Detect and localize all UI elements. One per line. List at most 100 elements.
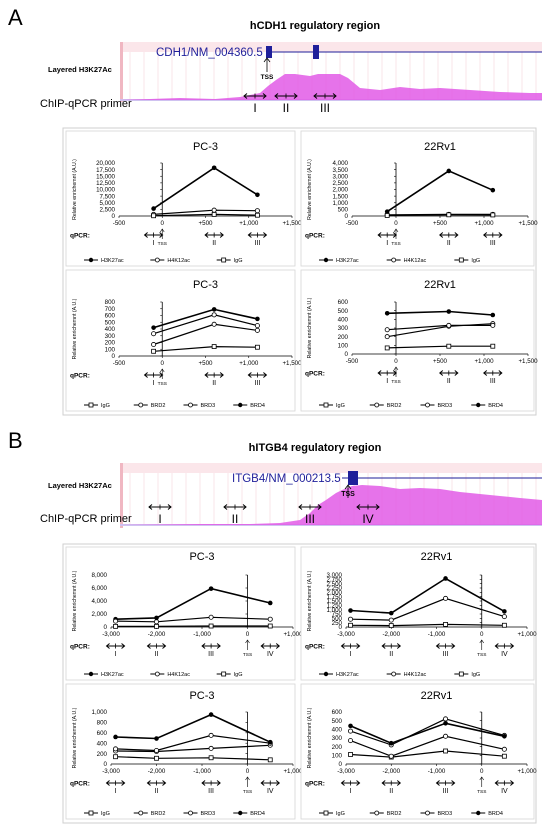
primer-arrow-head [223, 504, 228, 510]
legend-entry: IgG [84, 810, 110, 817]
data-point [113, 623, 118, 629]
primer-arrow-head [274, 93, 279, 99]
data-point [388, 617, 394, 623]
data-point [348, 608, 353, 613]
y-tick-label: 10,000 [96, 187, 115, 194]
legend-label: IgG [471, 258, 480, 264]
y-tick-label: 300 [338, 325, 349, 332]
tss-marker: TSS [261, 57, 274, 81]
x-tick-label: -2,000 [148, 631, 166, 638]
data-point [154, 615, 159, 621]
primer-arrow [435, 643, 456, 649]
primer-arrow-head [483, 370, 488, 376]
x-tick-label: -500 [113, 220, 126, 227]
h3k27ac-signal [120, 74, 542, 100]
y-tick-label: 15,000 [96, 173, 115, 180]
panel-b-header: B hITGB4 regulatory region ITGB4/NM_0002… [8, 428, 542, 528]
series-line [350, 718, 505, 746]
primer-arrow-head [159, 372, 164, 378]
primer-arrow-head [494, 780, 499, 786]
h3k27ac-signal [120, 485, 542, 525]
y-tick-label: 0 [104, 761, 108, 768]
legend-marker [221, 257, 227, 263]
legend-marker [391, 671, 397, 677]
primer-arrow [204, 232, 224, 238]
primer-label: II [447, 240, 451, 247]
primer-arrow-head [219, 372, 224, 378]
primer-arrow-head [451, 643, 456, 649]
legend-label: H3K27ac [101, 672, 124, 678]
primer-label: I [253, 101, 256, 115]
primer-arrow-head [260, 643, 265, 649]
qpcr-label: qPCR: [70, 233, 90, 240]
legend-marker [425, 402, 430, 408]
data-point [151, 213, 157, 219]
primer-arrow-head [201, 643, 206, 649]
data-point [151, 325, 156, 330]
primer-label: IV [267, 651, 274, 658]
primer-arrow-head [510, 780, 515, 786]
primer-arrow-head [159, 232, 164, 238]
exon [348, 471, 358, 485]
x-tick-label: 0 [246, 768, 250, 775]
legend-marker [425, 810, 430, 816]
primer-arrow-head [242, 504, 247, 510]
legend-marker [323, 257, 329, 263]
qpcr-label: qPCR: [70, 781, 90, 788]
y-tick-label: 1,000 [327, 607, 343, 614]
data-point [211, 207, 217, 213]
data-point [490, 343, 496, 349]
primer-label: III [443, 651, 449, 658]
y-axis-label: Relative enrichemnt (A.U.) [72, 298, 78, 359]
x-tick-label: +1,500 [282, 220, 302, 227]
data-point [388, 740, 394, 746]
primer-arrow-head [439, 370, 444, 376]
primer-arrow-head [247, 372, 252, 378]
data-point [211, 165, 217, 171]
data-point [501, 753, 507, 759]
y-tick-label: 2,500 [100, 207, 116, 214]
primer-arrow [105, 780, 126, 786]
legend-entry: IgG [216, 671, 243, 678]
data-point [348, 723, 353, 729]
y-tick-label: 17,500 [96, 167, 115, 174]
x-tick-label: -2,000 [148, 768, 166, 775]
legend-label: BRD3 [201, 811, 216, 817]
y-tick-label: 500 [332, 718, 343, 725]
y-tick-label: 600 [105, 313, 116, 320]
chart-title: PC-3 [193, 141, 218, 153]
data-point [502, 609, 507, 614]
legend-label: BRD2 [151, 811, 166, 817]
chart-b1: PC-3 Relative enrichemnt (A.U.) 0 2,000 4,00… [65, 546, 303, 681]
gene-label: ITGB4/NM_000213.5 [232, 473, 341, 485]
primer-arrow [247, 232, 268, 238]
primer-arrow [483, 370, 503, 376]
y-tick-label: 1,500 [327, 598, 343, 605]
legend-entry: H3K27ac [84, 671, 124, 678]
tss-arrow-head [479, 639, 484, 644]
chart-title: 22Rv1 [424, 279, 456, 291]
tss-label: TSS [391, 241, 400, 247]
qpcr-label: qPCR: [305, 781, 325, 788]
qpcr-label: qPCR: [305, 233, 325, 240]
data-point [267, 757, 273, 763]
data-point [267, 739, 273, 745]
y-tick-label: 2,000 [333, 187, 349, 194]
primer-arrow [494, 780, 515, 786]
legend-entry: H3K27ac [319, 257, 359, 264]
legend-label: H3K27ac [101, 258, 124, 264]
browser-track: ITGB4/NM_000213.5 Layered H3K27Ac TSS [48, 463, 542, 528]
y-tick-label: 400 [105, 326, 116, 333]
legend-entry: BRD4 [233, 810, 265, 817]
y-tick-label: 4,000 [333, 160, 349, 167]
x-tick-label: -1,000 [193, 768, 211, 775]
legend-label: BRD2 [387, 811, 402, 817]
y-axis-label: Relative enrichemnt (A.U.) [72, 570, 78, 631]
data-point [490, 212, 496, 218]
legend-label: IgG [101, 811, 110, 817]
tss-label: TSS [261, 74, 274, 81]
primer-arrow-head [143, 372, 148, 378]
x-tick-label: +500 [433, 358, 447, 365]
data-point [151, 206, 156, 211]
primer-arrow [243, 93, 267, 99]
